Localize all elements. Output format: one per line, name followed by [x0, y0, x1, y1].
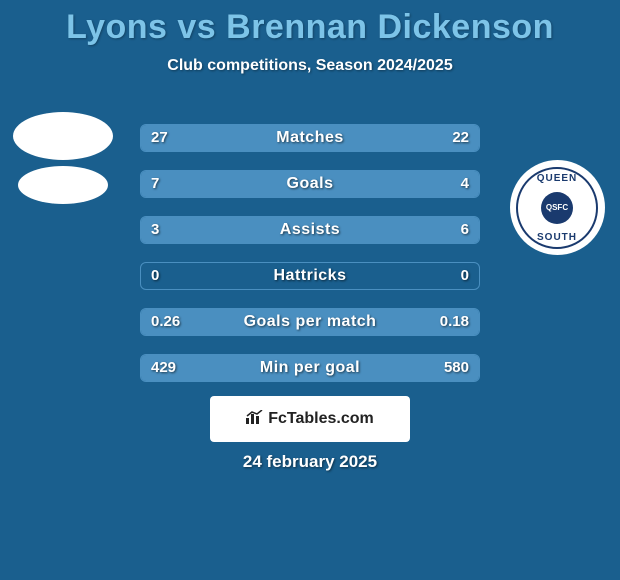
stat-value-right: 580 [444, 355, 469, 381]
crest-top-text: QUEEN [537, 173, 578, 184]
stat-row: 0Hattricks0 [140, 262, 480, 290]
stat-value-right: 0.18 [440, 309, 469, 335]
page-title: Lyons vs Brennan Dickenson [0, 0, 620, 47]
stat-label: Assists [141, 217, 479, 243]
player-left-avatar [8, 100, 118, 210]
stat-label: Matches [141, 125, 479, 151]
stat-label: Goals [141, 171, 479, 197]
stat-row: 27Matches22 [140, 124, 480, 152]
site-badge: FcTables.com [210, 396, 410, 442]
player-right-avatar: QUEEN QSFC SOUTH [502, 100, 612, 210]
stat-label: Min per goal [141, 355, 479, 381]
stat-row: 3Assists6 [140, 216, 480, 244]
stat-row: 7Goals4 [140, 170, 480, 198]
stat-value-right: 0 [461, 263, 469, 289]
crest-bottom-text: SOUTH [537, 232, 577, 243]
comparison-chart: 27Matches22 7Goals4 3Assists6 0Hattricks0 0.… [140, 124, 480, 400]
stat-row: 0.26Goals per match0.18 [140, 308, 480, 336]
stat-row: 429Min per goal580 [140, 354, 480, 382]
stat-label: Goals per match [141, 309, 479, 335]
footer-date: 24 february 2025 [0, 452, 620, 472]
avatar-placeholder-icon [18, 166, 108, 204]
crest-center-text: QSFC [541, 192, 573, 224]
page-subtitle: Club competitions, Season 2024/2025 [0, 57, 620, 75]
site-name: FcTables.com [268, 410, 374, 428]
club-crest-icon: QUEEN QSFC SOUTH [510, 160, 605, 255]
stat-label: Hattricks [141, 263, 479, 289]
stat-value-right: 4 [461, 171, 469, 197]
stat-value-right: 6 [461, 217, 469, 243]
stat-value-right: 22 [452, 125, 469, 151]
avatar-placeholder-icon [13, 112, 113, 160]
stats-icon [246, 410, 264, 429]
